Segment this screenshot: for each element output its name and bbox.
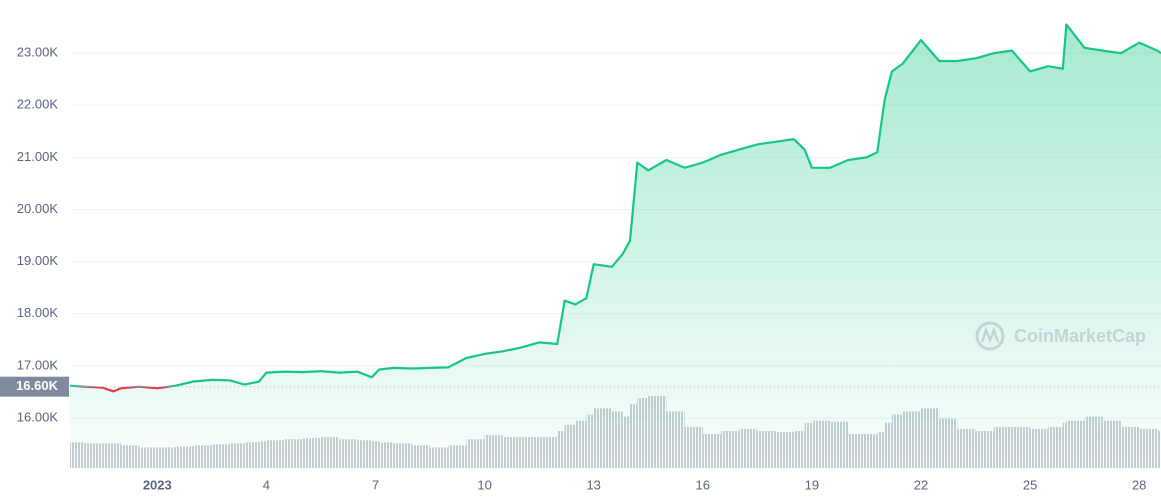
y-tick-label: 18.00K	[17, 305, 59, 320]
x-tick-label: 10	[477, 477, 491, 492]
y-tick-label: 17.00K	[17, 357, 59, 372]
y-tick-label: 21.00K	[17, 149, 59, 164]
area	[70, 24, 1161, 468]
x-tick-label: 2023	[143, 477, 172, 492]
reference-label: 16.60K	[16, 378, 59, 393]
x-tick-label: 13	[586, 477, 600, 492]
x-tick-label: 19	[805, 477, 819, 492]
watermark: CoinMarketCap	[975, 321, 1146, 351]
x-tick-label: 16	[696, 477, 710, 492]
y-tick-label: 22.00K	[17, 97, 59, 112]
x-tick-label: 4	[263, 477, 270, 492]
y-tick-label: 16.00K	[17, 409, 59, 424]
y-tick-label: 20.00K	[17, 201, 59, 216]
x-tick-label: 7	[372, 477, 379, 492]
y-tick-label: 23.00K	[17, 45, 59, 60]
x-tick-label: 28	[1132, 477, 1146, 492]
price-line	[69, 23, 1161, 387]
reference-label-box	[0, 376, 69, 397]
y-tick-label: 19.00K	[17, 253, 59, 268]
x-tick-label: 22	[914, 477, 928, 492]
x-tick-label: 25	[1023, 477, 1037, 492]
watermark-text: CoinMarketCap	[1014, 326, 1146, 346]
